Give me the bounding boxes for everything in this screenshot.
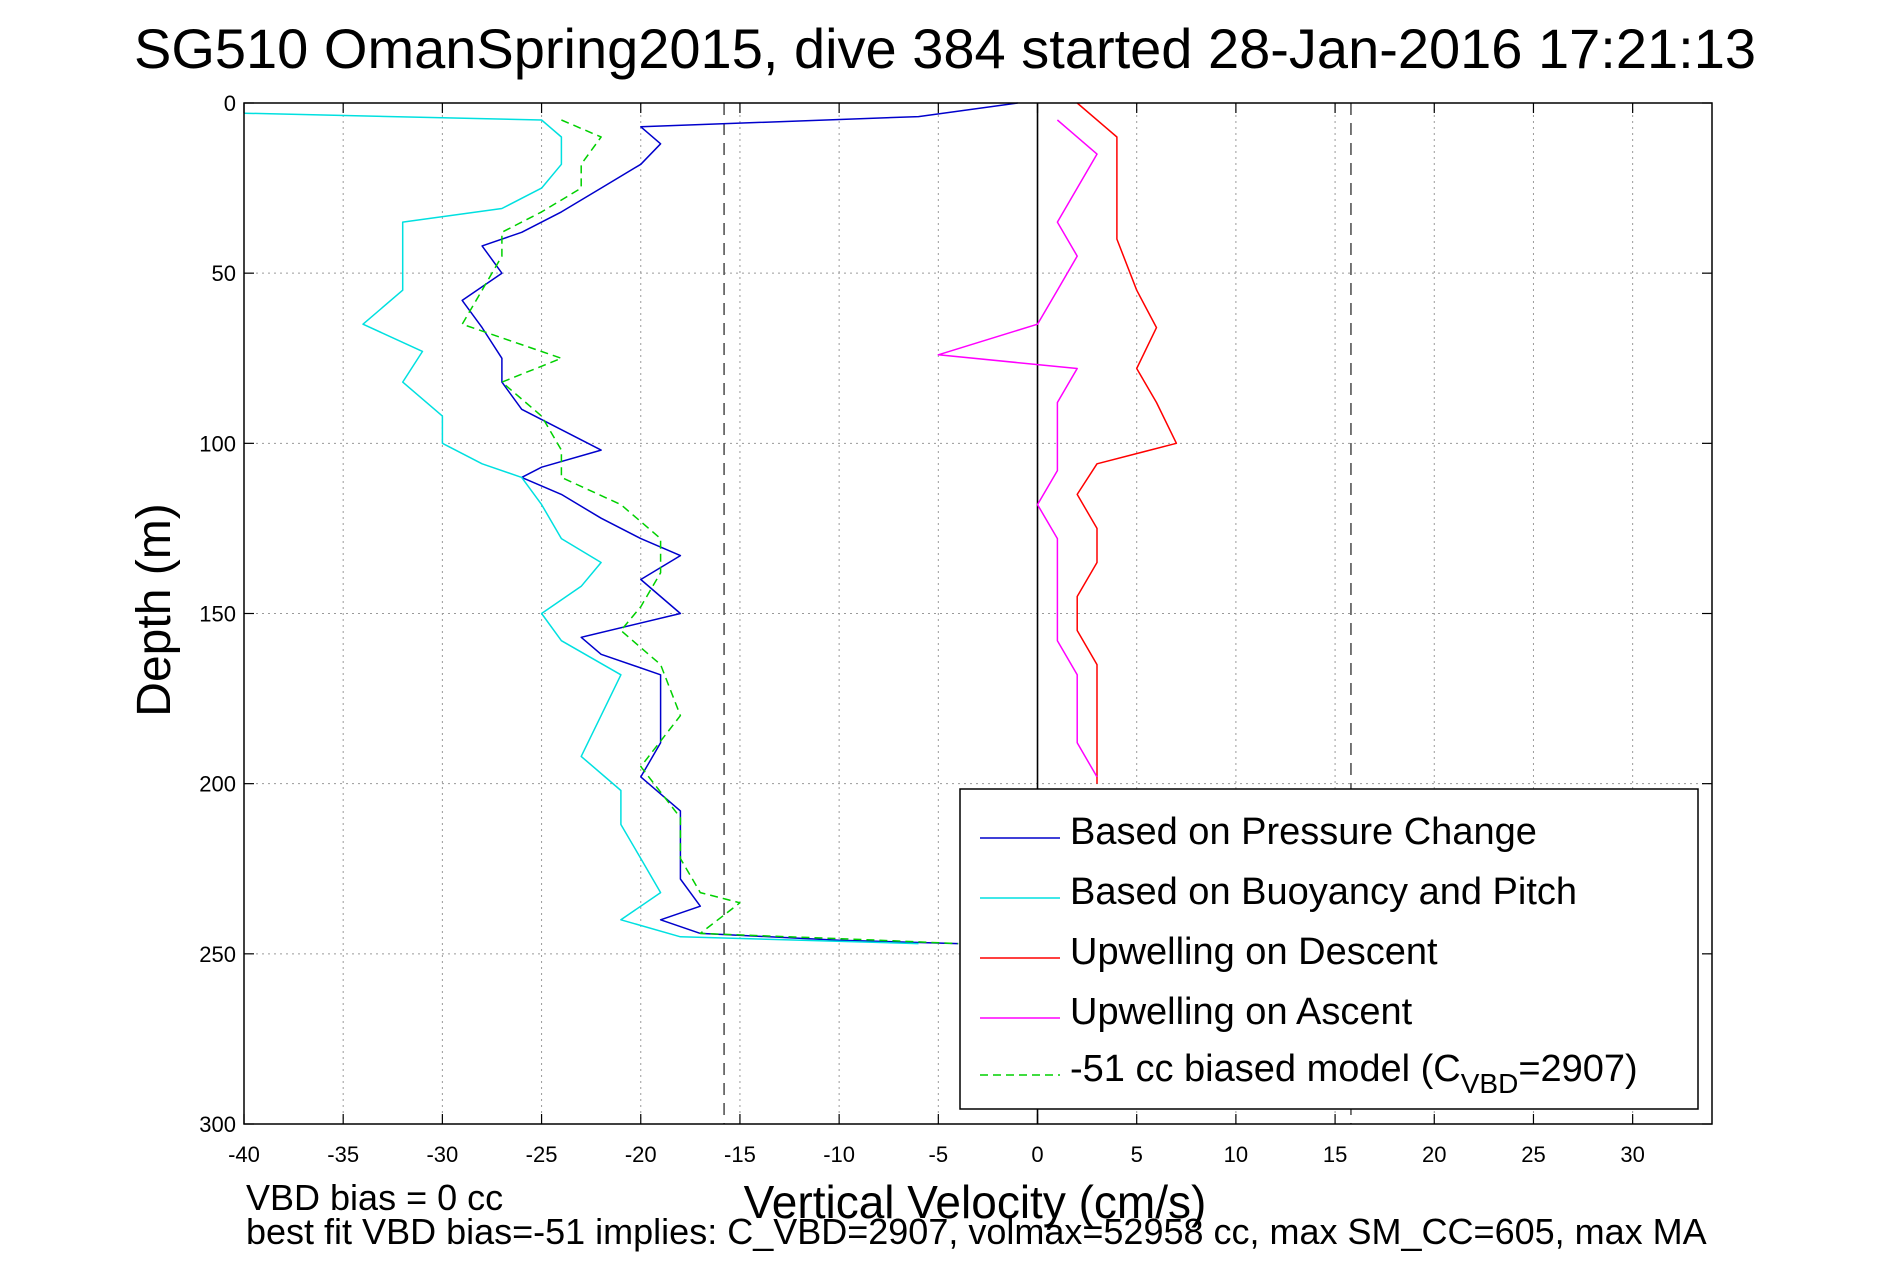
- x-tick-label: -20: [625, 1142, 657, 1167]
- y-tick-label: 150: [199, 602, 236, 627]
- x-axis-label: Vertical Velocity (cm/s): [744, 1176, 1207, 1228]
- y-tick-label: 250: [199, 942, 236, 967]
- x-tick-label: 10: [1224, 1142, 1248, 1167]
- x-tick-label: -30: [426, 1142, 458, 1167]
- x-tick-label: -35: [327, 1142, 359, 1167]
- legend-label-1: Based on Buoyancy and Pitch: [1070, 871, 1577, 913]
- legend-label-2: Upwelling on Descent: [1070, 931, 1438, 973]
- series-line-3: [937, 119, 1098, 778]
- x-tick-label: -40: [228, 1142, 260, 1167]
- x-tick-label: 5: [1131, 1142, 1143, 1167]
- chart-title: SG510 OmanSpring2015, dive 384 started 2…: [134, 17, 1756, 80]
- y-tick-label: 100: [199, 431, 236, 456]
- legend: Based on Pressure Change Based on Buoyanc…: [959, 788, 1699, 1110]
- legend-label-0: Based on Pressure Change: [1070, 811, 1537, 853]
- y-tick-label: 200: [199, 772, 236, 797]
- y-axis-label: Depth (m): [128, 503, 181, 716]
- x-tick-label: -10: [823, 1142, 855, 1167]
- x-tick-label: 15: [1323, 1142, 1347, 1167]
- plot-area: -40 -35 -30 -25 -20 -15 -10 -5 0 5 10 15 20 25 3005010…: [199, 91, 1713, 1167]
- x-tick-label: 0: [1031, 1142, 1043, 1167]
- legend-label-3: Upwelling on Ascent: [1070, 991, 1413, 1033]
- y-tick-label: 50: [212, 261, 236, 286]
- legend-box: [959, 788, 1699, 1110]
- footnote-best-fit: best fit VBD bias=-51 implies: C_VBD=290…: [246, 1211, 1707, 1252]
- x-tick-label: -5: [929, 1142, 949, 1167]
- series-line-1: [243, 112, 919, 945]
- x-tick-label: -25: [526, 1142, 558, 1167]
- x-tick-label: 25: [1521, 1142, 1545, 1167]
- series-line-4: [461, 119, 959, 945]
- x-tick-label: 30: [1620, 1142, 1644, 1167]
- x-tick-label: 20: [1422, 1142, 1446, 1167]
- y-tick-label: 0: [224, 91, 236, 116]
- footnote-vbd-bias: VBD bias = 0 cc: [246, 1177, 503, 1218]
- y-tick-label: 300: [199, 1112, 236, 1137]
- x-tick-label: -15: [724, 1142, 756, 1167]
- series-line-2: [1076, 102, 1178, 784]
